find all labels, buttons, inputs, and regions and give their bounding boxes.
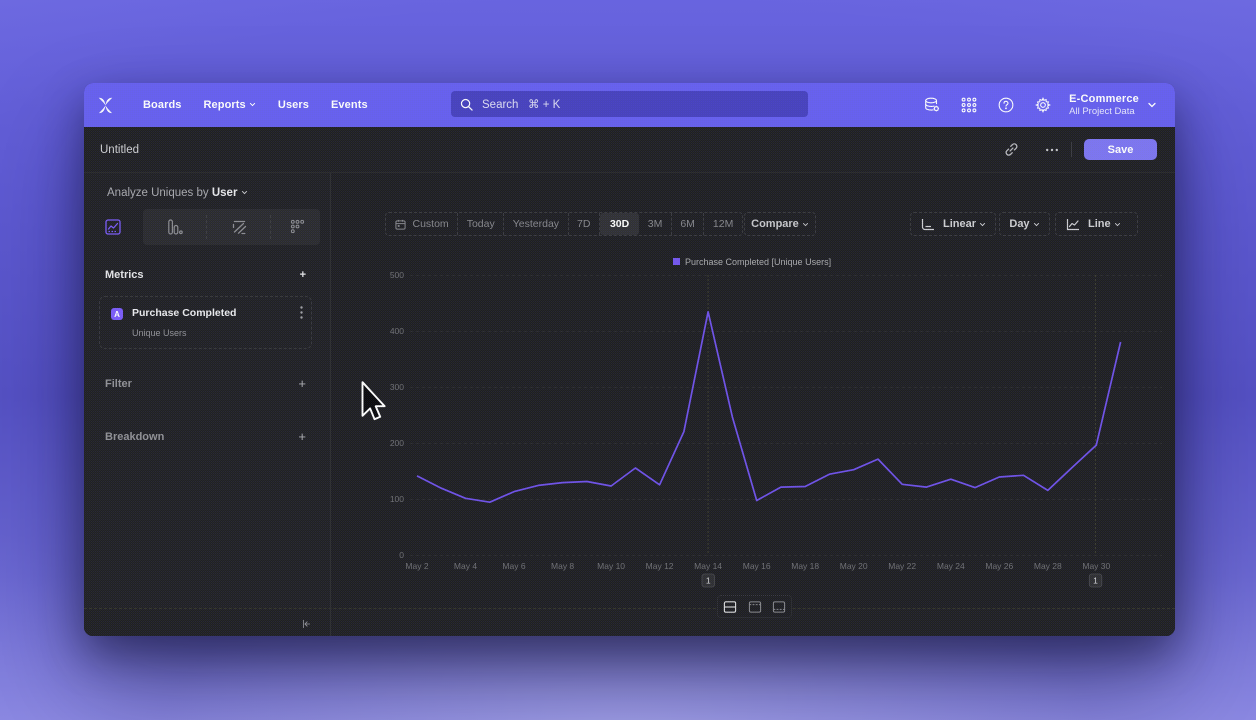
svg-text:0: 0 bbox=[399, 550, 404, 560]
svg-text:May 2: May 2 bbox=[405, 561, 428, 571]
svg-text:May 12: May 12 bbox=[646, 561, 674, 571]
svg-text:May 10: May 10 bbox=[597, 561, 625, 571]
svg-text:May 14: May 14 bbox=[694, 561, 722, 571]
svg-text:1: 1 bbox=[706, 576, 711, 586]
svg-text:May 26: May 26 bbox=[985, 561, 1013, 571]
svg-text:400: 400 bbox=[390, 326, 404, 336]
svg-text:May 18: May 18 bbox=[791, 561, 819, 571]
svg-text:300: 300 bbox=[390, 382, 404, 392]
svg-text:1: 1 bbox=[1093, 576, 1098, 586]
svg-text:500: 500 bbox=[390, 270, 404, 280]
svg-text:May 20: May 20 bbox=[840, 561, 868, 571]
svg-text:May 30: May 30 bbox=[1082, 561, 1110, 571]
svg-text:May 8: May 8 bbox=[551, 561, 574, 571]
svg-text:100: 100 bbox=[390, 494, 404, 504]
svg-text:Purchase Completed [Unique Use: Purchase Completed [Unique Users] bbox=[685, 257, 831, 267]
svg-text:May 28: May 28 bbox=[1034, 561, 1062, 571]
svg-text:May 22: May 22 bbox=[888, 561, 916, 571]
svg-text:May 6: May 6 bbox=[502, 561, 525, 571]
svg-text:May 4: May 4 bbox=[454, 561, 477, 571]
svg-text:May 24: May 24 bbox=[937, 561, 965, 571]
svg-text:200: 200 bbox=[390, 438, 404, 448]
svg-text:May 16: May 16 bbox=[743, 561, 771, 571]
